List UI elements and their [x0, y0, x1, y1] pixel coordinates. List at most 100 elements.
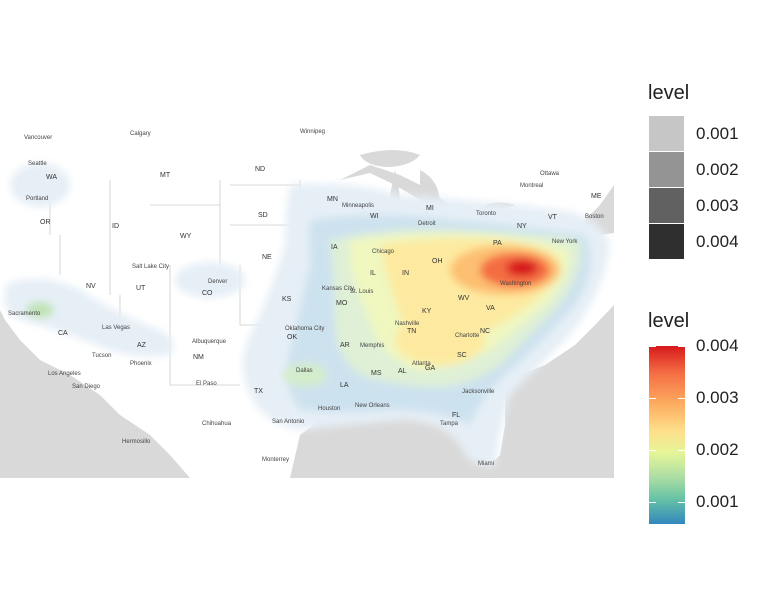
city-label: Hermosillo — [122, 439, 151, 445]
city-label: Atlanta — [412, 361, 431, 367]
city-label: Sacramento — [8, 311, 41, 317]
state-label: AZ — [137, 342, 147, 349]
alpha-swatch — [649, 188, 684, 223]
state-label: NV — [86, 283, 96, 290]
city-label: Oklahoma City — [285, 326, 324, 332]
city-label: Portland — [26, 196, 48, 202]
city-label: Denver — [208, 279, 227, 285]
state-label: MN — [327, 196, 338, 203]
state-label: IN — [402, 270, 409, 277]
city-label: Tucson — [92, 353, 111, 359]
state-label: ND — [255, 166, 265, 173]
state-label: KY — [422, 308, 432, 315]
alpha-legend-title: level — [648, 82, 690, 104]
state-label: TX — [254, 388, 263, 395]
city-label: Winnipeg — [300, 129, 325, 135]
city-label: Kansas City — [322, 286, 354, 292]
state-label: GA — [425, 365, 435, 372]
color-legend-label: 0.003 — [696, 388, 739, 407]
state-label-layer: WA OR ID MT ND SD WY NE UT CO NV CA AZ N… — [40, 166, 602, 419]
state-label: PA — [493, 240, 502, 247]
state-label: MI — [426, 205, 434, 212]
city-label: Los Angeles — [48, 371, 81, 377]
lake-superior — [360, 150, 420, 167]
city-label: Dallas — [296, 368, 313, 374]
state-label: ID — [112, 223, 119, 230]
state-label: WA — [46, 174, 57, 181]
city-label-layer: Vancouver Seattle Portland Sacramento Lo… — [8, 129, 604, 467]
state-label: NC — [480, 328, 490, 335]
city-label: Salt Lake City — [132, 264, 169, 270]
state-label: MT — [160, 172, 171, 179]
city-label: Nashville — [395, 321, 420, 327]
colorbar-tick — [678, 502, 685, 503]
city-label: San Diego — [72, 384, 101, 390]
state-label: IL — [370, 270, 376, 277]
colorbar-tick — [649, 450, 656, 451]
city-label: New Orleans — [355, 403, 390, 409]
colorbar-tick — [649, 346, 656, 347]
color-legend-label: 0.002 — [696, 440, 739, 459]
city-label: Montreal — [520, 183, 543, 189]
state-label: SC — [457, 352, 467, 359]
city-label: Miami — [478, 461, 494, 467]
alpha-legend-label: 0.002 — [696, 160, 739, 179]
state-label: UT — [136, 285, 146, 292]
alpha-legend-label: 0.003 — [696, 196, 739, 215]
state-label: NE — [262, 254, 272, 261]
state-label: OH — [432, 258, 443, 265]
color-legend-title: level — [648, 310, 690, 332]
colorbar-tick — [678, 450, 685, 451]
state-label: MO — [336, 300, 348, 307]
city-label: Vancouver — [24, 135, 52, 141]
city-label: San Antonio — [272, 419, 305, 425]
colorbar-tick — [678, 346, 685, 347]
density-map: WA OR ID MT ND SD WY NE UT CO NV CA AZ N… — [0, 125, 614, 478]
city-label: Las Vegas — [102, 325, 130, 331]
state-label: SD — [258, 212, 268, 219]
city-label: Monterrey — [262, 457, 289, 463]
city-label: Jacksonville — [462, 389, 495, 395]
city-label: Tampa — [440, 421, 459, 427]
city-label: Albuquerque — [192, 339, 227, 345]
city-label: New York — [552, 239, 578, 245]
color-legend-label: 0.004 — [696, 336, 739, 355]
color-bar — [649, 346, 685, 524]
state-label: AR — [340, 342, 350, 349]
state-label: CA — [58, 330, 68, 337]
state-label: NM — [193, 354, 204, 361]
state-label: FL — [452, 412, 460, 419]
city-label: Calgary — [130, 131, 151, 137]
city-label: St. Louis — [350, 289, 373, 295]
color-legend-label: 0.001 — [696, 492, 739, 511]
city-label: Boston — [585, 214, 604, 220]
state-label: WV — [458, 295, 470, 302]
state-label: MS — [371, 370, 382, 377]
colorbar-tick — [649, 502, 656, 503]
state-label: VA — [486, 305, 495, 312]
alpha-swatch — [649, 152, 684, 187]
city-label: Ottawa — [540, 171, 560, 177]
city-label: Chicago — [372, 249, 395, 255]
state-label: LA — [340, 382, 349, 389]
city-label: Memphis — [360, 343, 384, 349]
state-label: AL — [398, 368, 407, 375]
alpha-swatch — [649, 116, 684, 151]
city-label: Toronto — [476, 211, 497, 217]
state-label: KS — [282, 296, 292, 303]
state-label: OR — [40, 219, 51, 226]
density-layers — [5, 163, 610, 466]
city-label: El Paso — [196, 381, 217, 387]
city-label: Detroit — [418, 221, 436, 227]
state-label: WY — [180, 233, 192, 240]
state-label: NY — [517, 223, 527, 230]
lake-huron — [420, 170, 440, 205]
city-label: Phoenix — [130, 361, 152, 367]
state-label: IA — [331, 244, 338, 251]
state-label: CO — [202, 290, 213, 297]
state-label: WI — [370, 213, 379, 220]
state-label: TN — [407, 328, 416, 335]
city-label: Minneapolis — [342, 203, 374, 209]
city-label: Washington — [500, 281, 531, 287]
alpha-swatch — [649, 224, 684, 259]
